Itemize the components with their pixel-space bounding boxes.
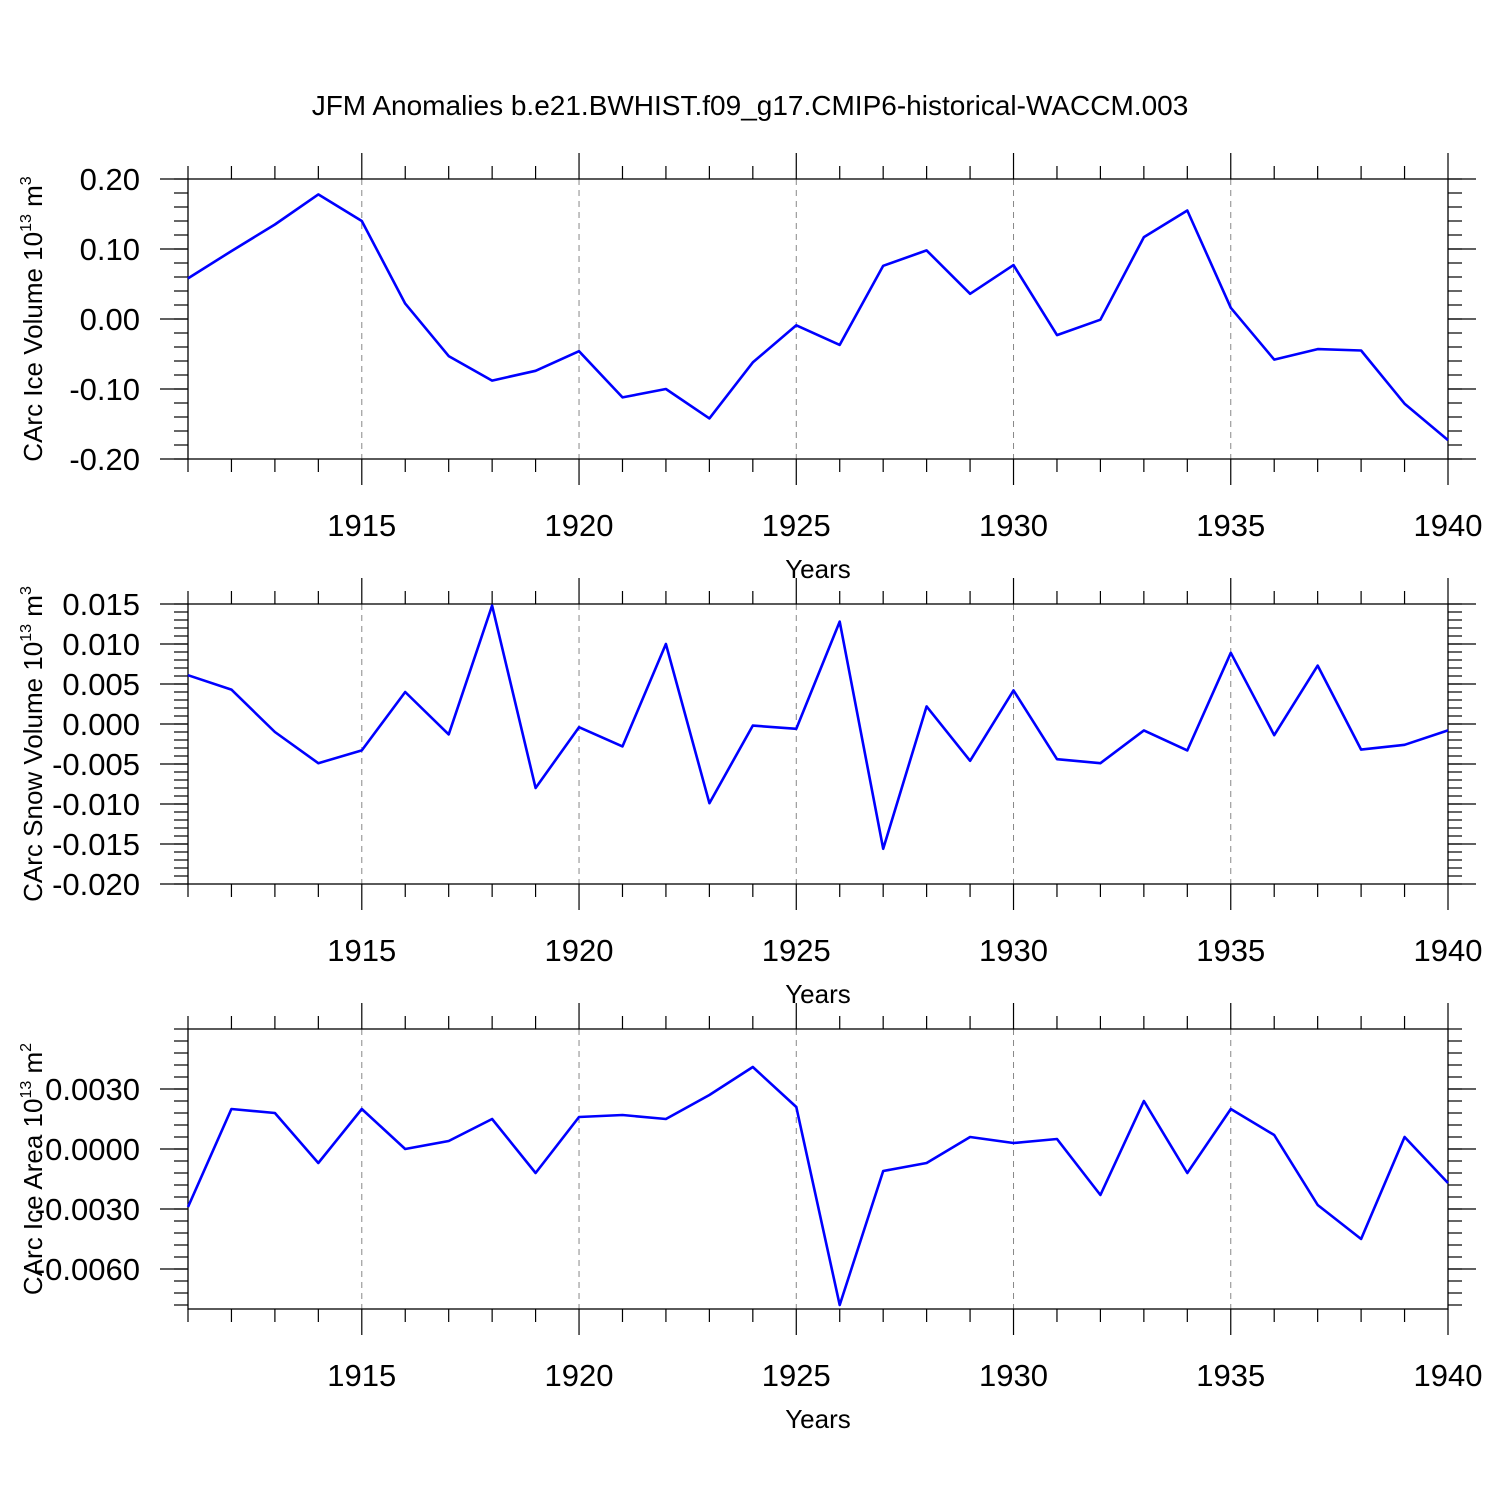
panel-3: -0.0060 -0.0030 0.0000 0.0030 1915 1920 1925 19… (18, 1003, 1482, 1434)
x-tick-label: 1940 (1414, 1358, 1483, 1393)
y-axis-label-unit: m (18, 185, 48, 214)
x-axis-label: Years (785, 979, 851, 1009)
y-tick-label: -0.015 (52, 827, 140, 862)
y-tick-label: 0.0000 (45, 1132, 140, 1167)
y-axis-label: CArc Ice Volume 1013 m3 (18, 176, 48, 461)
y-tick-label: 0.00 (80, 302, 140, 337)
panel-2: -0.020 -0.015 -0.010 -0.005 0.000 0.005 0.010 0… (18, 578, 1482, 1009)
x-tick-label: 1940 (1414, 933, 1483, 968)
x-tick-label: 1915 (327, 933, 396, 968)
panel-1: -0.20 -0.10 0.00 0.10 0.20 1915 1920 1925 1930 19… (18, 153, 1482, 584)
y-tick-label: -0.005 (52, 747, 140, 782)
x-tick-label: 1920 (545, 1358, 614, 1393)
y-axis-label-exponent: 13 (18, 1081, 35, 1099)
y-axis-label-text: CArc Ice Volume 10 (18, 232, 48, 462)
x-tick-label: 1940 (1414, 508, 1483, 543)
x-tick-label: 1915 (327, 1358, 396, 1393)
x-tick-label: 1935 (1196, 508, 1265, 543)
chart-title: JFM Anomalies b.e21.BWHIST.f09_g17.CMIP6… (312, 90, 1189, 121)
x-tick-label: 1930 (979, 933, 1048, 968)
y-axis-label-unit: m (18, 595, 48, 624)
y-axis-label-text: CArc Ice Area 10 (18, 1099, 48, 1296)
y-axis-label-unit-exponent: 2 (18, 1043, 35, 1052)
y-tick-label: 0.10 (80, 232, 140, 267)
y-tick-label: -0.020 (52, 867, 140, 902)
plot-frame (187, 603, 1449, 885)
x-tick-label: 1930 (979, 508, 1048, 543)
x-tick-label: 1925 (762, 508, 831, 543)
plot-frame (187, 1028, 1449, 1310)
y-tick-label: -0.20 (69, 442, 140, 477)
x-tick-label: 1935 (1196, 933, 1265, 968)
y-axis-label-exponent: 13 (18, 624, 35, 642)
y-axis-label-unit-exponent: 3 (18, 586, 35, 595)
y-axis-label-exponent: 13 (18, 214, 35, 232)
y-tick-label: 0.005 (62, 667, 140, 702)
y-tick-label: -0.0030 (35, 1192, 140, 1227)
series-line (186, 1065, 1449, 1307)
y-axis-label: CArc Snow Volume 1013 m3 (18, 586, 48, 902)
y-tick-label: 0.0030 (45, 1072, 140, 1107)
x-tick-label: 1920 (545, 508, 614, 543)
y-tick-label: 0.000 (62, 707, 140, 742)
y-axis-label-unit-exponent: 3 (18, 176, 35, 185)
x-tick-label: 1930 (979, 1358, 1048, 1393)
series-line (187, 604, 1449, 851)
y-tick-label: 0.010 (62, 627, 140, 662)
x-tick-label: 1920 (545, 933, 614, 968)
chart-panels: -0.20 -0.10 0.00 0.10 0.20 1915 1920 1925 1930 19… (18, 153, 1482, 1434)
series-line (187, 193, 1449, 442)
y-tick-label: -0.10 (69, 372, 140, 407)
x-axis-label: Years (785, 554, 851, 584)
y-axis-label-unit: m (18, 1052, 48, 1081)
y-axis-label: CArc Ice Area 1013 m2 (18, 1043, 48, 1295)
y-axis-label-text: CArc Snow Volume 10 (18, 642, 48, 902)
x-tick-label: 1925 (762, 1358, 831, 1393)
plot-frame (187, 178, 1449, 460)
x-axis-label: Years (785, 1404, 851, 1434)
x-tick-label: 1925 (762, 933, 831, 968)
y-tick-label: -0.0060 (35, 1252, 140, 1287)
y-tick-label: 0.20 (80, 162, 140, 197)
y-tick-label: 0.015 (62, 587, 140, 622)
x-tick-label: 1935 (1196, 1358, 1265, 1393)
x-tick-label: 1915 (327, 508, 396, 543)
y-tick-label: -0.010 (52, 787, 140, 822)
